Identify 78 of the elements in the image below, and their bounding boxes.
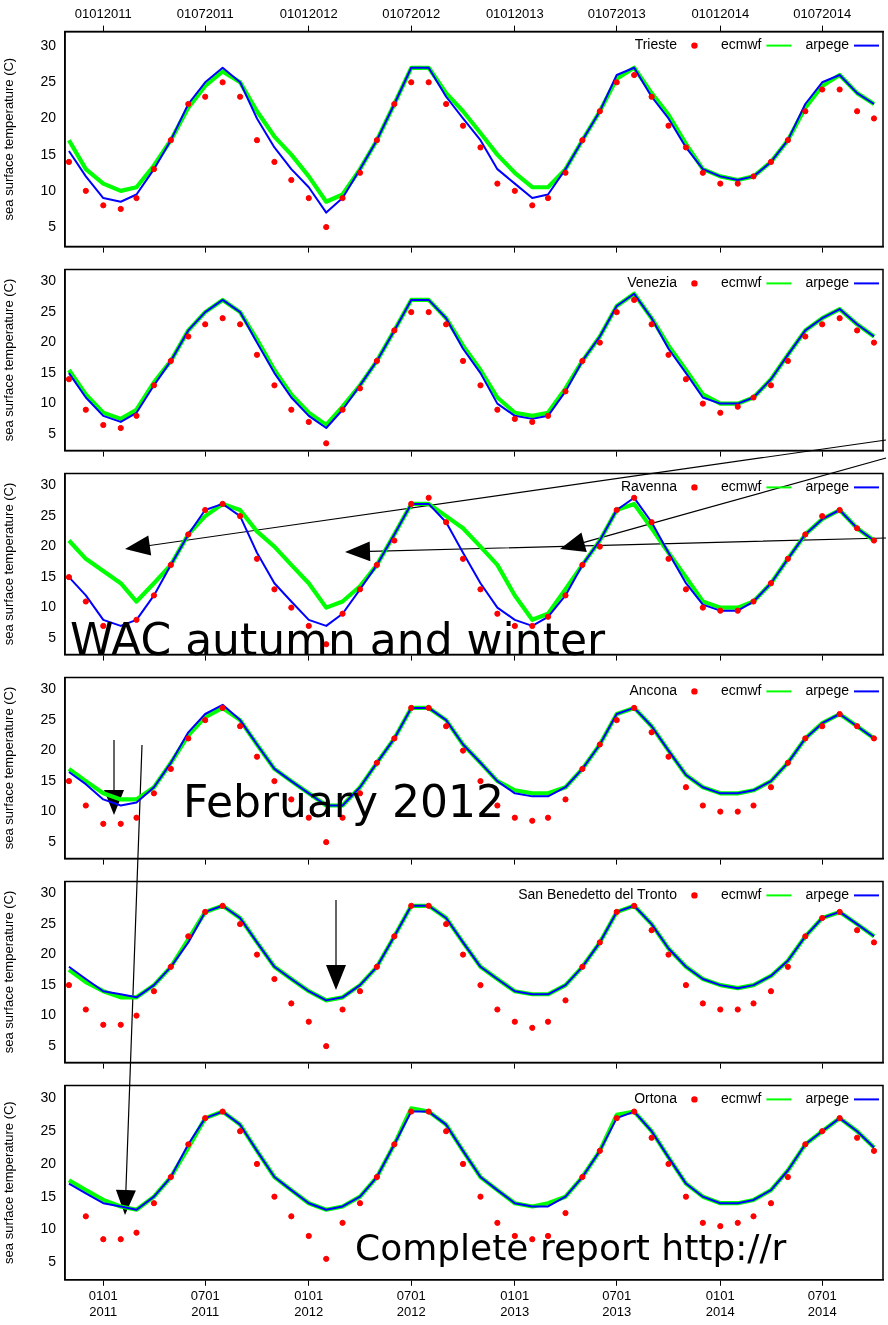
y-tick-label: 5 bbox=[48, 832, 57, 849]
legend-label: San Benedetto del Tronto bbox=[518, 886, 678, 903]
legend-label: ecmwf bbox=[720, 682, 762, 699]
legend-label: Trieste bbox=[634, 36, 678, 53]
legend-label: arpege bbox=[805, 478, 850, 495]
y-tick-label: 5 bbox=[48, 628, 57, 645]
y-tick-label: 20 bbox=[40, 537, 57, 554]
annotation: WAC autumn and winter bbox=[70, 614, 606, 665]
y-tick-label: 25 bbox=[40, 73, 57, 90]
legend-label: ecmwf bbox=[720, 274, 762, 291]
y-tick-label: 15 bbox=[40, 975, 57, 992]
y-tick-label: 5 bbox=[48, 1252, 57, 1269]
y-tick-label: 15 bbox=[40, 567, 57, 584]
legend-label: Ravenna bbox=[620, 478, 678, 495]
y-tick-label: 10 bbox=[40, 598, 57, 615]
legend-label: ecmwf bbox=[720, 886, 762, 903]
y-tick-label: 5 bbox=[48, 424, 57, 441]
legend-label: arpege bbox=[805, 274, 850, 291]
y-tick-label: 20 bbox=[40, 741, 57, 758]
y-tick-label: 25 bbox=[40, 302, 57, 319]
y-tick-label: 10 bbox=[40, 802, 57, 819]
y-tick-label: 30 bbox=[40, 36, 57, 53]
x-tick-label: 0701 2014 bbox=[807, 1288, 837, 1319]
y-axis-title: sea surface temperature (C) bbox=[1, 57, 17, 221]
x-tick-label: 0101 2014 bbox=[705, 1288, 735, 1319]
y-axis-title: sea surface temperature (C) bbox=[1, 686, 17, 850]
x-tick-label: 0101 2011 bbox=[88, 1288, 118, 1319]
y-tick-label: 20 bbox=[40, 333, 57, 350]
x2-tick-label: 01012013 bbox=[485, 6, 544, 22]
legend-label: Venezia bbox=[627, 274, 678, 291]
x-tick-label: 0101 2013 bbox=[500, 1288, 530, 1319]
y-tick-label: 20 bbox=[40, 109, 57, 126]
legend-label: arpege bbox=[805, 682, 850, 699]
y-axis-title: sea surface temperature (C) bbox=[1, 278, 17, 442]
x2-tick-label: 01012012 bbox=[279, 6, 338, 22]
y-tick-label: 30 bbox=[40, 272, 57, 289]
y-tick-label: 25 bbox=[40, 1122, 57, 1139]
y-tick-label: 10 bbox=[40, 1006, 57, 1023]
legend-label: ecmwf bbox=[720, 1090, 762, 1107]
y-tick-label: 10 bbox=[40, 1220, 57, 1237]
annotation: February 2012 bbox=[183, 776, 504, 827]
legend-label: arpege bbox=[805, 1090, 850, 1107]
y-tick-label: 5 bbox=[48, 1036, 57, 1053]
y-tick-label: 25 bbox=[40, 710, 57, 727]
y-tick-label: 20 bbox=[40, 1154, 57, 1171]
y-axis-title: sea surface temperature (C) bbox=[1, 482, 17, 646]
legend-label: arpege bbox=[805, 36, 850, 53]
y-tick-label: 30 bbox=[40, 1089, 57, 1106]
y-tick-label: 10 bbox=[40, 181, 57, 198]
y-tick-label: 30 bbox=[40, 680, 57, 697]
y-tick-label: 10 bbox=[40, 394, 57, 411]
x-tick-label: 0701 2013 bbox=[602, 1288, 632, 1319]
legend-label: ecmwf bbox=[720, 478, 762, 495]
y-axis-title: sea surface temperature (C) bbox=[1, 1101, 17, 1264]
y-tick-label: 5 bbox=[48, 217, 57, 234]
legend-label: Ancona bbox=[629, 682, 678, 699]
y-tick-label: 15 bbox=[40, 145, 57, 162]
x2-tick-label: 01072014 bbox=[793, 6, 852, 22]
legend-label: arpege bbox=[805, 886, 850, 903]
x2-tick-label: 01072012 bbox=[382, 6, 441, 22]
x2-tick-label: 01072011 bbox=[176, 6, 234, 22]
x-tick-label: 0701 2012 bbox=[396, 1288, 426, 1319]
y-tick-label: 15 bbox=[40, 1187, 57, 1204]
x2-tick-label: 01072013 bbox=[587, 6, 646, 22]
x-tick-label: 0701 2011 bbox=[190, 1288, 220, 1319]
legend-label: Ortona bbox=[634, 1090, 678, 1107]
y-tick-label: 30 bbox=[40, 884, 57, 901]
y-axis-title: sea surface temperature (C) bbox=[1, 890, 17, 1054]
y-tick-label: 20 bbox=[40, 945, 57, 962]
y-tick-label: 25 bbox=[40, 914, 57, 931]
y-tick-label: 25 bbox=[40, 506, 57, 523]
legend-label: ecmwf bbox=[720, 36, 762, 53]
x2-tick-label: 01012011 bbox=[74, 6, 132, 22]
y-tick-label: 15 bbox=[40, 363, 57, 380]
y-tick-label: 30 bbox=[40, 476, 57, 493]
y-tick-label: 15 bbox=[40, 771, 57, 788]
x-tick-label: 0101 2012 bbox=[294, 1288, 324, 1319]
x2-tick-label: 01012014 bbox=[691, 6, 750, 22]
